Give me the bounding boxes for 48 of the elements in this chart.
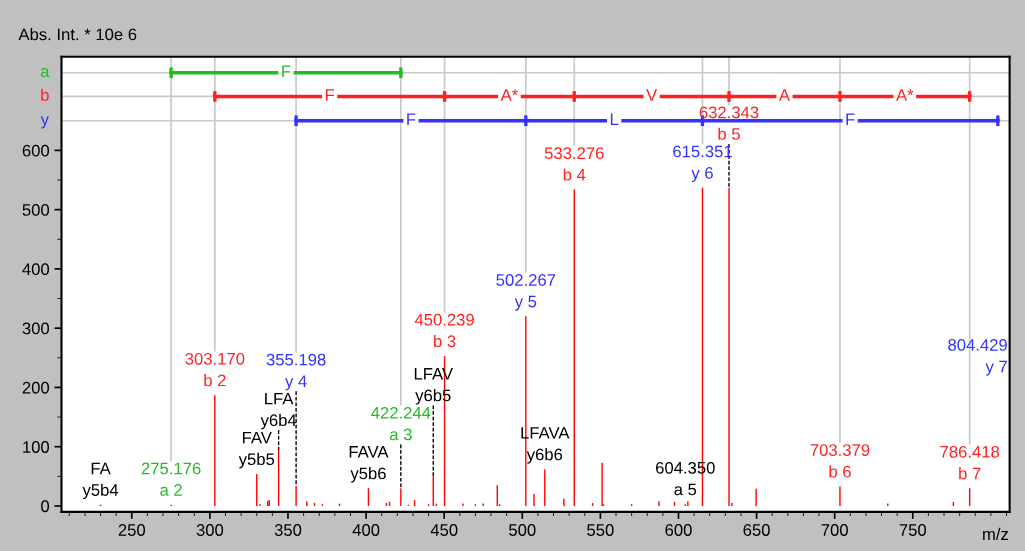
annotation: 615.351 y 6 [673,145,732,183]
x-tick-label: 500 [509,524,536,536]
annotation: 632.343 b 5 [699,106,759,140]
x-tick-label: 250 [118,524,146,536]
x-tick-label: 550 [587,524,614,536]
annotation: F [282,65,291,78]
annotation: 450.239 b 3 [414,313,474,348]
annotation: F [846,113,855,126]
annotation: 355.198 y 4 [266,353,326,391]
annotation: 275.176 a 2 [141,462,201,496]
annotation: 502.267 y 5 [496,274,556,311]
x-tick-label: 700 [821,524,848,536]
y-tick-label: 300 [22,322,50,335]
x-tick-label: 300 [196,524,224,536]
y-tick-label: 100 [23,441,50,453]
annotation: V [646,89,658,101]
annotation: 533.276 b 4 [544,147,604,181]
annotation: 422.244 a 3 [371,406,431,441]
annotation: 303.170 b 2 [185,352,245,387]
annotation: 804.429 y 7 [948,339,1007,376]
annotation: 703.379 b 6 [810,444,870,478]
annotation: FAV y5b5 [238,431,275,469]
annotation: F [407,113,416,126]
annotation: 786.418 b 7 [940,445,1000,480]
y-tick-label: 500 [22,204,50,216]
y-tick-label: 600 [22,144,50,157]
x-tick-label: 750 [899,524,927,536]
x-axis-title: m/z [983,527,1008,541]
annotation: A* [500,89,518,101]
text: a [40,68,50,78]
annotation: F [325,89,335,101]
annotation: FA y5b4 [82,462,119,500]
y-tick-label: 200 [22,381,50,394]
annotation: L [610,113,619,126]
y-tick-label: 400 [22,263,50,276]
x-tick-label: 350 [274,524,302,536]
x-tick-label: 600 [665,524,692,536]
text: y [40,116,49,129]
annotation: FAVA y5b6 [349,446,389,483]
text: b [41,88,49,101]
y-tick-label: 0 [41,500,50,513]
annotation: A [778,89,791,101]
y-axis-title: Abs. Int. * 10e 6 [18,28,137,41]
annotation: LFA y6b4 [260,392,297,430]
x-tick-label: 650 [743,524,770,536]
x-tick-label: 400 [352,524,380,536]
annotation: A* [896,89,914,101]
x-tick-label: 450 [430,524,458,536]
